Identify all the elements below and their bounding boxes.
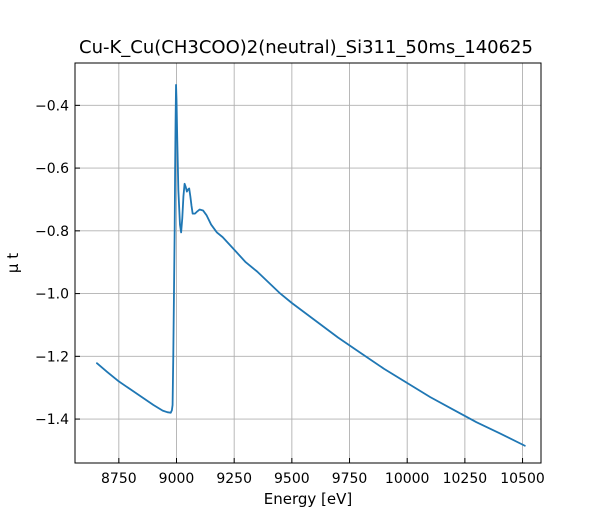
y-axis-label: μ t (4, 253, 22, 273)
series-line (96, 84, 526, 447)
x-tick-label: 10000 (385, 471, 430, 487)
series-layer (96, 84, 526, 447)
grid-layer (75, 63, 541, 463)
y-tick-label: −1.2 (35, 349, 69, 365)
y-tick-label: −0.4 (35, 98, 69, 114)
x-tick-label: 9000 (159, 471, 195, 487)
x-tick-label: 9250 (216, 471, 252, 487)
x-tick-label: 8750 (101, 471, 137, 487)
y-tick-label: −0.6 (35, 161, 69, 177)
y-tick-label: −1.4 (35, 412, 69, 428)
y-tick-label: −0.8 (35, 224, 69, 240)
x-tick-label: 9500 (274, 471, 310, 487)
ticks-layer: 8750 9000 9250 9500 9750 10000 10250 10500 −1.4 −… (35, 98, 545, 487)
plot-frame (74, 62, 542, 464)
chart-title: Cu-K_Cu(CH3COO)2(neutral)_Si311_50ms_140… (79, 37, 533, 58)
x-tick-label: 10500 (500, 471, 545, 487)
x-tick-label: 9750 (332, 471, 368, 487)
y-tick-label: −1.0 (35, 287, 69, 303)
x-tick-label: 10250 (443, 471, 488, 487)
x-axis-label: Energy [eV] (264, 490, 352, 508)
